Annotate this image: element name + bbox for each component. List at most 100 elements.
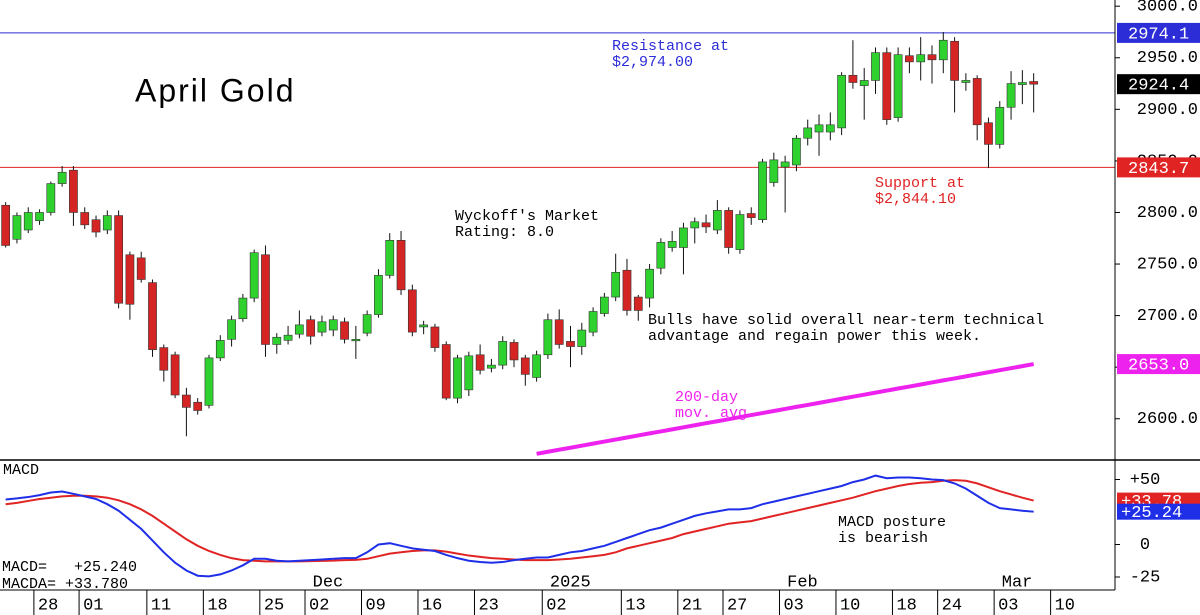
- candle-body: [125, 254, 135, 305]
- price-tag-label: 2653.0: [1128, 357, 1189, 376]
- candle-body: [193, 401, 203, 411]
- panel-title: MACD: [3, 462, 39, 479]
- x-tick-label: 18: [896, 596, 916, 615]
- candle-body: [520, 357, 530, 375]
- y-tick-label: 2600.0: [1137, 410, 1198, 429]
- y-tick-label: +50: [1130, 471, 1161, 490]
- candle-body: [102, 215, 112, 231]
- candle-body: [362, 314, 372, 334]
- candle-body: [656, 242, 666, 269]
- annotation: 200-day: [675, 389, 738, 406]
- candle-body: [57, 171, 67, 184]
- x-tick-label: 03: [998, 596, 1018, 615]
- candle-body: [916, 54, 926, 63]
- candle-body: [758, 161, 767, 220]
- x-tick-label: 25: [264, 596, 284, 615]
- candle-body: [724, 210, 734, 248]
- candle-body: [272, 336, 282, 345]
- candle-body: [905, 55, 914, 63]
- candle-body: [577, 329, 587, 347]
- candle-body: [487, 364, 496, 369]
- candle-body: [261, 254, 270, 345]
- value-tag: [1117, 503, 1200, 520]
- candle-body: [746, 213, 756, 218]
- x-tick-label: 10: [840, 596, 860, 615]
- candle-body: [814, 124, 824, 133]
- x-tick-label: 13: [625, 596, 645, 615]
- candle-body: [475, 354, 485, 371]
- annotation: $2,844.10: [875, 191, 956, 208]
- annotation: Wyckoff's Market: [455, 208, 599, 225]
- candle-body: [543, 319, 553, 356]
- annotation: Rating: 8.0: [455, 224, 554, 241]
- series-line: [5, 474, 1034, 578]
- candle-body: [419, 324, 428, 328]
- candle-body: [995, 106, 1005, 145]
- candle-body: [984, 122, 993, 145]
- candle-body: [961, 80, 971, 83]
- candle-body: [735, 214, 745, 250]
- candle-body: [950, 40, 959, 81]
- price-tag: [1117, 74, 1200, 95]
- candle-body: [385, 240, 395, 276]
- candle-body: [972, 78, 982, 126]
- x-tick-label: 28: [38, 596, 58, 615]
- candle-body: [453, 357, 462, 399]
- candle-body: [430, 326, 440, 348]
- candle-body: [1, 204, 11, 246]
- candle-body: [1006, 83, 1016, 108]
- annotation: mov. avg.: [675, 405, 756, 422]
- annotation: is bearish: [838, 530, 928, 547]
- x-tick-label: 09: [365, 596, 385, 615]
- chart-title: April Gold: [135, 72, 296, 108]
- value-tag-label: +25.24: [1121, 504, 1182, 523]
- candle-body: [159, 347, 169, 371]
- candle-body: [170, 354, 180, 396]
- candle-body: [679, 227, 688, 248]
- x-tick-label: 23: [478, 596, 498, 615]
- candle-body: [464, 355, 474, 391]
- candle-body: [204, 357, 214, 406]
- candle-body: [769, 159, 779, 183]
- candle-body: [35, 212, 44, 222]
- readout: MACD= +25.240: [2, 559, 137, 576]
- x-tick-label: 10: [1055, 596, 1075, 615]
- candle-body: [227, 319, 236, 340]
- x-tick-label: 24: [942, 596, 962, 615]
- candle-body: [23, 212, 33, 231]
- annotation: Bulls have solid overall near-term techn…: [648, 312, 1044, 329]
- candle-body: [80, 212, 90, 226]
- candle-body: [509, 342, 519, 361]
- candle-body: [825, 124, 835, 133]
- month-label: 2025: [550, 573, 591, 592]
- x-tick-label: 01: [83, 596, 103, 615]
- candle-body: [532, 354, 541, 378]
- candle-body: [249, 252, 259, 299]
- candle-body: [938, 39, 948, 61]
- candle-body: [848, 74, 858, 83]
- candle-body: [306, 319, 316, 337]
- y-tick-label: 2950.0: [1137, 49, 1198, 68]
- candle-body: [12, 215, 22, 240]
- y-tick-label: -25: [1130, 568, 1161, 587]
- candle-body: [927, 54, 937, 61]
- candle-body: [667, 241, 677, 248]
- price-tag: [1117, 157, 1200, 178]
- annotation: advantage and regain power this week.: [648, 328, 981, 345]
- candle-body: [1017, 82, 1027, 85]
- candle-body: [317, 321, 327, 333]
- candle-body: [182, 394, 191, 408]
- candle-body: [893, 54, 903, 118]
- candle-body: [91, 219, 101, 233]
- annotation: Support at: [875, 175, 965, 192]
- candle-body: [396, 240, 406, 291]
- annotation: Resistance at: [612, 38, 729, 55]
- candle-body: [46, 183, 56, 213]
- candle-body: [498, 341, 508, 366]
- candle-body: [148, 282, 157, 350]
- candle-body: [588, 311, 598, 333]
- candle-body: [780, 161, 790, 168]
- price-tag-label: 2974.1: [1128, 25, 1189, 44]
- candle-body: [328, 319, 338, 331]
